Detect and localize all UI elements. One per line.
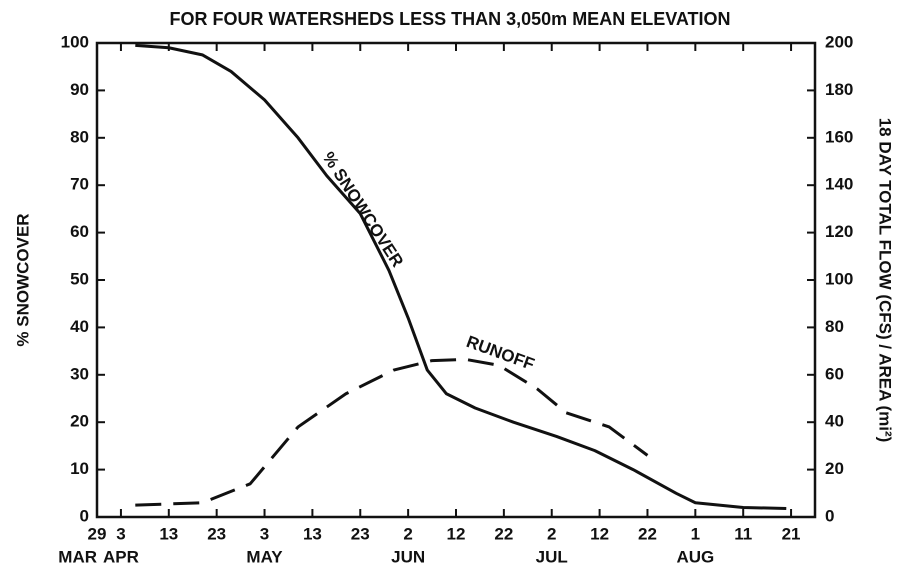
- x-tick-label: 13: [159, 524, 178, 543]
- x-tick-label: 1: [691, 524, 700, 543]
- y-tick-label: 60: [70, 222, 89, 241]
- y2-tick-label: 160: [825, 127, 853, 146]
- y-tick-label: 20: [70, 412, 89, 431]
- y-tick-label: 70: [70, 175, 89, 194]
- x-tick-label: 22: [638, 524, 657, 543]
- x-tick-label: 3: [116, 524, 125, 543]
- y-tick-label: 40: [70, 317, 89, 336]
- y2-tick-label: 180: [825, 80, 853, 99]
- month-label: JUL: [536, 547, 568, 566]
- month-label: AUG: [676, 547, 714, 566]
- x-tick-label: 12: [590, 524, 609, 543]
- y-axis-label: % SNOWCOVER: [13, 213, 32, 346]
- month-label: APR: [103, 547, 139, 566]
- x-tick-label: 11: [734, 524, 752, 543]
- month-label: JUN: [391, 547, 425, 566]
- x-tick-label: 23: [207, 524, 226, 543]
- y2-tick-label: 120: [825, 222, 853, 241]
- x-tick-label: 2: [547, 524, 556, 543]
- y-tick-label: 100: [61, 32, 89, 51]
- x-tick-label: 29: [88, 524, 107, 543]
- y-tick-label: 90: [70, 80, 89, 99]
- y2-tick-label: 0: [825, 506, 834, 525]
- y2-tick-label: 200: [825, 32, 853, 51]
- x-tick-label: 23: [351, 524, 370, 543]
- y2-tick-label: 40: [825, 412, 844, 431]
- y-tick-label: 50: [70, 269, 89, 288]
- y-tick-label: 0: [80, 506, 89, 525]
- x-tick-label: 21: [782, 524, 801, 543]
- y2-axis-label: 18 DAY TOTAL FLOW (CFS) / AREA (mi²): [876, 118, 895, 443]
- chart-title: FOR FOUR WATERSHEDS LESS THAN 3,050m MEA…: [169, 9, 730, 29]
- x-tick-label: 2: [403, 524, 412, 543]
- series-line: [135, 43, 787, 510]
- series-annotation: % SNOWCOVER: [319, 148, 407, 270]
- x-tick-label: 22: [494, 524, 513, 543]
- y2-tick-label: 100: [825, 269, 853, 288]
- series-line: [135, 357, 649, 507]
- y2-tick-label: 20: [825, 459, 844, 478]
- x-tick-label: 13: [303, 524, 322, 543]
- month-label: MAY: [246, 547, 283, 566]
- plot-frame: [95, 41, 817, 519]
- y-tick-label: 30: [70, 364, 89, 383]
- y-tick-label: 80: [70, 127, 89, 146]
- y2-tick-label: 140: [825, 175, 853, 194]
- y2-tick-label: 60: [825, 364, 844, 383]
- y2-tick-label: 80: [825, 317, 844, 336]
- month-label: MAR: [58, 547, 97, 566]
- y-tick-label: 10: [70, 459, 89, 478]
- x-tick-label: 3: [260, 524, 269, 543]
- series-annotation: RUNOFF: [464, 332, 537, 374]
- x-tick-label: 12: [447, 524, 466, 543]
